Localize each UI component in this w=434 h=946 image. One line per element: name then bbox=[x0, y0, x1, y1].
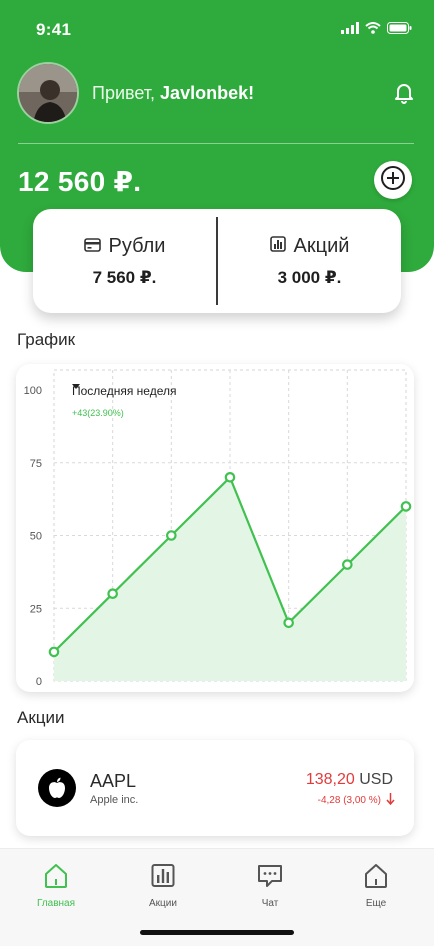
chart-point bbox=[400, 501, 412, 512]
greeting-prefix: Привет, bbox=[92, 83, 156, 103]
header-divider bbox=[18, 143, 414, 144]
chart-point bbox=[166, 530, 177, 541]
more-icon bbox=[364, 863, 388, 892]
rubles-value: 7 560 ₽. bbox=[92, 267, 157, 287]
tab-more[interactable]: Еще bbox=[336, 863, 416, 909]
stock-ticker: AAPL bbox=[90, 771, 137, 791]
status-icons bbox=[341, 22, 412, 34]
greeting: Привет, Javlonbek! bbox=[92, 83, 254, 104]
chart-point bbox=[224, 472, 236, 483]
stock-price-value: 138,20 bbox=[305, 771, 355, 788]
battery-icon bbox=[387, 22, 412, 34]
y-tick-label: 25 bbox=[30, 603, 42, 615]
plus-icon bbox=[380, 165, 406, 196]
stock-change-value: -4,28 (3,00 %) bbox=[317, 795, 381, 806]
total-balance: 12 560 ₽. bbox=[18, 166, 142, 197]
chart-icon bbox=[151, 863, 175, 892]
signal-icon bbox=[341, 22, 359, 34]
chart-area bbox=[54, 477, 406, 681]
tab-home-label: Главная bbox=[36, 898, 76, 909]
stock-currency: USD bbox=[359, 771, 393, 788]
split-divider bbox=[216, 217, 218, 305]
range-dropdown[interactable]: Последняя неделя bbox=[72, 384, 184, 398]
home-icon bbox=[44, 863, 68, 892]
rubles-label: Рубли bbox=[108, 234, 166, 257]
card-icon bbox=[83, 235, 101, 258]
balance-split-card: Рубли 7 560 ₽. Акций 3 000 ₽. bbox=[33, 209, 401, 313]
stocks-section-title: Акции bbox=[17, 708, 65, 727]
bell-icon[interactable] bbox=[394, 82, 414, 109]
range-delta: +43(23.90%) bbox=[72, 408, 124, 418]
home-indicator bbox=[140, 930, 294, 935]
add-button[interactable] bbox=[374, 161, 412, 199]
tab-chat[interactable]: Чат bbox=[230, 863, 310, 909]
tab-stocks[interactable]: Акции bbox=[123, 863, 203, 909]
bottom-tab-bar: Главная Акции Чат Еще bbox=[0, 848, 434, 946]
chart-point bbox=[342, 559, 353, 570]
stocks-balance[interactable]: Акций 3 000 ₽. bbox=[218, 209, 401, 313]
stocks-value: 3 000 ₽. bbox=[277, 267, 342, 287]
tab-chat-label: Чат bbox=[261, 898, 279, 909]
stock-change: -4,28 (3,00 %) bbox=[318, 793, 395, 808]
y-tick-label: 75 bbox=[30, 458, 42, 470]
y-tick-label: 0 bbox=[36, 676, 42, 688]
chat-icon bbox=[257, 863, 283, 892]
tab-more-label: Еще bbox=[365, 898, 387, 909]
rubles-balance[interactable]: Рубли 7 560 ₽. bbox=[33, 209, 216, 313]
tab-stocks-label: Акции bbox=[149, 898, 177, 909]
chart-section-title: График bbox=[17, 330, 76, 349]
stock-price: 138,20 USD bbox=[306, 771, 393, 789]
wifi-icon bbox=[365, 22, 381, 34]
status-time: 9:41 bbox=[36, 20, 72, 39]
stocks-label: Акций bbox=[293, 234, 350, 257]
stocks-title: Акций bbox=[269, 234, 350, 258]
stock-card-aapl[interactable]: AAPL Apple inc. 138,20 USD -4,28 (3,00 %… bbox=[16, 740, 414, 836]
price-chart: 0 25 50 75 100 bbox=[24, 369, 412, 688]
rubles-title: Рубли bbox=[83, 234, 166, 258]
tab-home[interactable]: Главная bbox=[16, 863, 96, 909]
chart-card: 0 25 50 75 100 Последняя неделя +43(23.90%) bbox=[16, 364, 414, 692]
status-bar: 9:41 bbox=[0, 0, 434, 56]
chart-points bbox=[48, 472, 412, 658]
y-tick-label: 100 bbox=[24, 385, 42, 397]
chart-point bbox=[48, 646, 60, 658]
apple-logo-icon bbox=[38, 769, 76, 807]
chart-y-ticks: 0 25 50 75 100 bbox=[24, 385, 42, 688]
y-tick-label: 50 bbox=[30, 531, 42, 543]
arrow-down-icon bbox=[386, 793, 395, 808]
stock-company: Apple inc. bbox=[90, 794, 139, 806]
range-label: Последняя неделя bbox=[72, 384, 177, 398]
avatar[interactable] bbox=[17, 62, 79, 124]
chart-point bbox=[107, 588, 118, 599]
user-name: Javlonbek! bbox=[160, 83, 255, 103]
bar-chart-icon bbox=[269, 235, 286, 258]
chart-point bbox=[283, 617, 294, 629]
